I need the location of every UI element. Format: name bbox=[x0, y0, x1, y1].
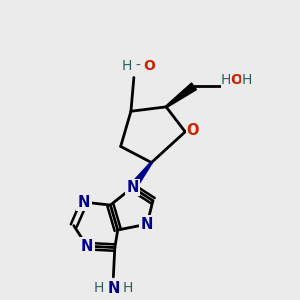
Text: N: N bbox=[141, 217, 153, 232]
Text: H: H bbox=[242, 74, 252, 88]
Text: O: O bbox=[186, 123, 199, 138]
Text: H: H bbox=[94, 281, 104, 295]
Text: H: H bbox=[122, 281, 133, 295]
Text: N: N bbox=[126, 180, 139, 195]
Text: N: N bbox=[78, 195, 90, 210]
Polygon shape bbox=[166, 83, 197, 108]
Text: O: O bbox=[143, 59, 155, 73]
Text: H: H bbox=[221, 74, 231, 88]
Polygon shape bbox=[129, 162, 152, 190]
Text: -: - bbox=[135, 59, 140, 73]
Text: N: N bbox=[107, 280, 119, 296]
Text: O: O bbox=[231, 74, 242, 88]
Text: H: H bbox=[122, 59, 132, 73]
Text: N: N bbox=[81, 238, 93, 253]
